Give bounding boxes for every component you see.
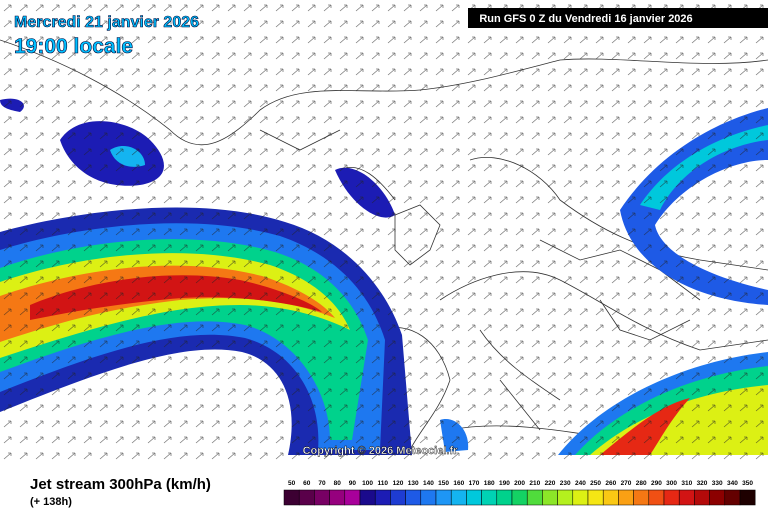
scale-label: 240 — [575, 480, 586, 487]
scale-swatch — [587, 489, 604, 506]
scale-swatch — [511, 489, 528, 506]
run-info: Run GFS 0 Z du Vendredi 16 janvier 2026 — [479, 13, 692, 25]
scale-label: 70 — [318, 480, 326, 487]
scale-label: 60 — [303, 480, 311, 487]
scale-label: 150 — [438, 480, 449, 487]
scale-swatch — [435, 489, 452, 506]
scale-label: 290 — [651, 480, 662, 487]
scale-swatch — [314, 489, 330, 506]
scale-label: 320 — [697, 480, 708, 487]
date: Mercredi 21 janvier 2026 — [14, 14, 199, 31]
scale-swatch — [678, 489, 695, 506]
scale-label: 220 — [545, 480, 556, 487]
scale-label: 260 — [605, 480, 616, 487]
scale-swatch — [572, 489, 589, 506]
scale-label: 300 — [666, 480, 677, 487]
scale-label: 230 — [560, 480, 571, 487]
scale-swatch — [450, 489, 467, 506]
scale-swatch — [663, 489, 680, 506]
scale-swatch — [481, 489, 498, 506]
scale-label: 200 — [514, 480, 525, 487]
map — [0, 0, 768, 462]
scale-label: 250 — [590, 480, 601, 487]
scale-swatch — [420, 489, 437, 506]
scale-swatch — [724, 489, 741, 506]
scale-swatch — [542, 489, 558, 506]
scale-label: 190 — [499, 480, 510, 487]
scale-swatch — [633, 489, 650, 506]
scale-label: 80 — [334, 480, 342, 487]
scale-swatch — [739, 489, 756, 506]
copyright: Copyright © 2026 Meteociel.fr — [303, 445, 459, 457]
scale-swatch — [709, 489, 726, 506]
scale-label: 90 — [349, 480, 357, 487]
scale-swatch — [374, 489, 391, 506]
scale-swatch — [390, 489, 406, 506]
scale-swatch — [602, 489, 619, 506]
scale-swatch — [496, 489, 513, 506]
scale-swatch — [283, 489, 300, 506]
scale-swatch — [344, 489, 361, 506]
scale-label: 180 — [484, 480, 495, 487]
scale-swatch — [557, 489, 574, 506]
scale-swatch — [694, 489, 710, 506]
scale-label: 170 — [469, 480, 480, 487]
scale-swatch — [648, 489, 665, 506]
scale-label: 120 — [393, 480, 404, 487]
scale-label: 270 — [621, 480, 632, 487]
run-box — [468, 8, 768, 28]
scale-label: 130 — [408, 480, 419, 487]
scale-label: 350 — [742, 480, 753, 487]
scale-label: 110 — [378, 480, 389, 487]
scale-swatch — [618, 489, 634, 506]
scale-swatch — [466, 489, 482, 506]
scale-swatch — [329, 489, 346, 506]
scale-label: 50 — [288, 480, 296, 487]
scale-swatch — [405, 489, 422, 506]
scale-label: 310 — [681, 480, 692, 487]
footer-title: Jet stream 300hPa (km/h) — [30, 476, 211, 493]
scale-swatch — [526, 489, 543, 506]
scale-label: 330 — [712, 480, 723, 487]
scale-swatch — [359, 489, 376, 506]
lead-time: (+ 138h) — [30, 496, 72, 508]
scale-label: 340 — [727, 480, 738, 487]
color-scale: 50 60 70 80 90 100 110 120 130 140 150 160 170 180 190… — [283, 480, 756, 506]
scale-swatch — [298, 489, 315, 506]
scale-label: 280 — [636, 480, 647, 487]
scale-label: 100 — [362, 480, 373, 487]
time: 19:00 locale — [14, 35, 133, 58]
scale-label: 140 — [423, 480, 434, 487]
scale-label: 160 — [453, 480, 464, 487]
scale-label: 210 — [529, 480, 540, 487]
